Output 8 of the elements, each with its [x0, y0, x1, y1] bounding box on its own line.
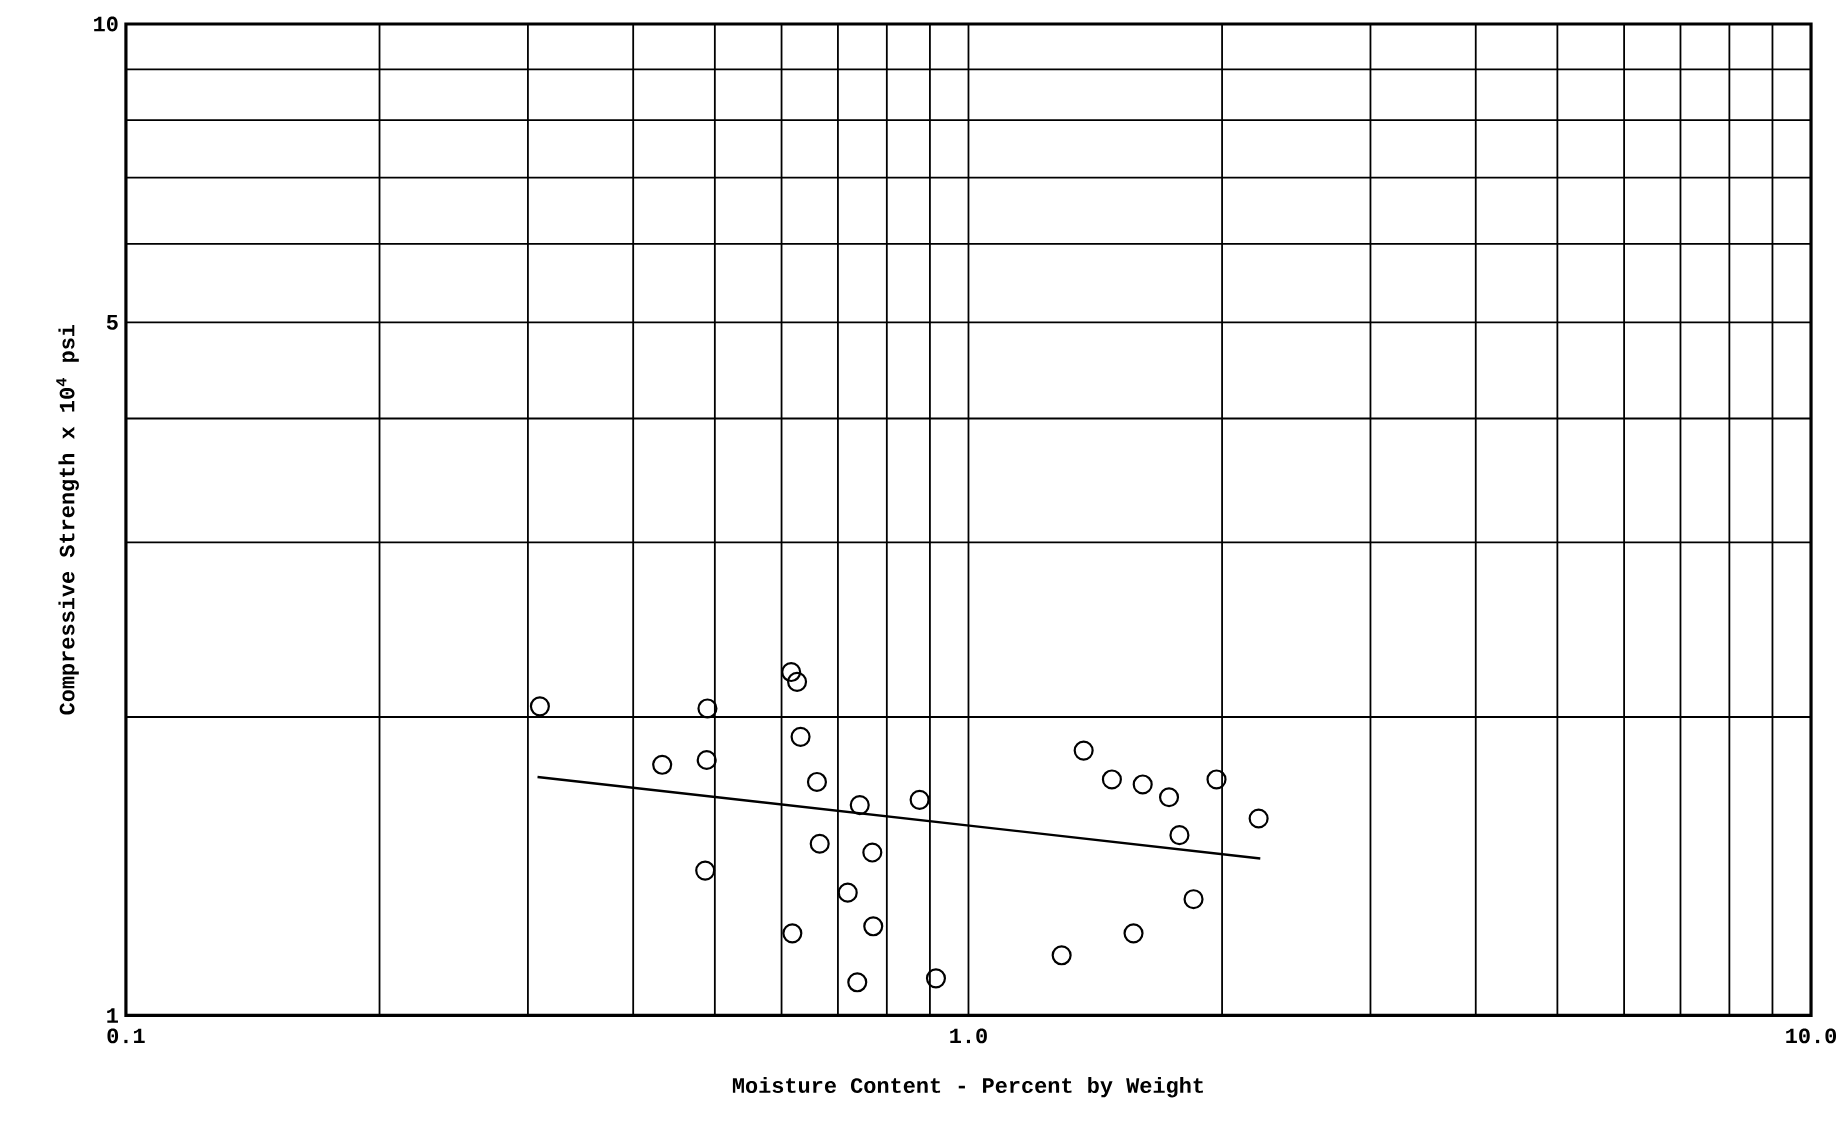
x-tick-label: 1.0 — [950, 1028, 987, 1044]
x-tick-label: 10.0 — [1786, 1028, 1837, 1044]
y-tick-label: 5 — [106, 314, 118, 330]
y-tick-label: 1 — [107, 1008, 118, 1023]
x-tick-label: 0.1 — [107, 1028, 145, 1044]
y-axis-title: Compressive Strength x 10$^{4}$ psi — [56, 324, 79, 715]
x-axis-title: Moisture Content - Percent by Weight — [732, 1076, 1203, 1098]
y-tick-label: 10 — [94, 16, 118, 32]
